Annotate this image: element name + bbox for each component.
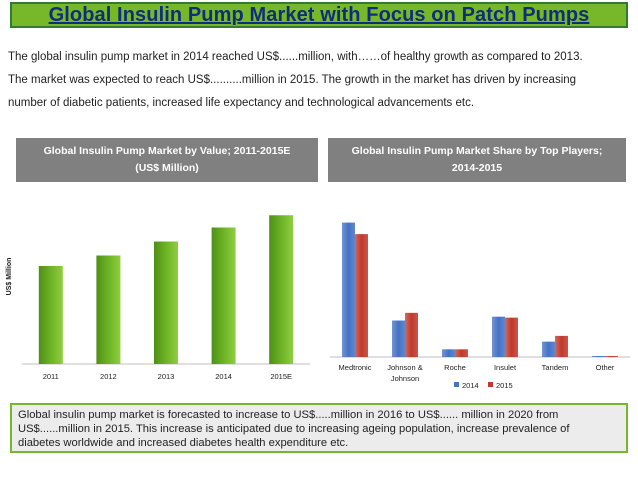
legend-swatch-2015 [488,382,493,387]
value-chart-title-line-2: (US$ Million) [135,162,199,174]
value-bar-2014 [211,227,236,364]
intro-line-1: The global insulin pump market in 2014 r… [8,51,583,63]
share-bar-chart: Medtronic Johnson & Johnson Roche Insulet Tan… [330,222,630,390]
share-bar-johnson-johnson-2014 [392,320,405,357]
share-tick-label-insulet: Insulet [494,363,517,372]
value-tick-label-2014: 2014 [215,372,232,381]
share-chart-title-line-2: 2014-2015 [451,162,503,174]
share-bar-tandem-2015 [555,335,568,357]
legend-swatch-2014 [454,382,459,387]
legend-label-2014: 2014 [462,381,479,390]
share-tick-label-johnson-johnson: Johnson & Johnson [387,363,422,383]
summary-box: Global insulin pump market is forecasted… [10,403,628,453]
summary-line-2: US$......million in 2015. This increase … [18,423,570,435]
value-tick-label-2013: 2013 [158,372,175,381]
share-bar-insulet-2014 [492,316,505,357]
value-bar-chart: US$ Million 2011 2012 2013 2014 2015E [6,215,310,381]
value-tick-label-2011: 2011 [43,372,59,381]
share-bar-tandem-2014 [542,341,555,357]
summary-line-1: Global insulin pump market is forecasted… [18,409,559,421]
intro-text: The global insulin pump market in 2014 r… [8,46,630,115]
share-bar-insulet-2015 [505,317,518,357]
value-bar-2013 [154,241,178,364]
title-bar: Global Insulin Pump Market with Focus on… [10,2,628,28]
share-bar-roche-2015 [455,349,468,357]
share-bar-johnson-johnson-2015 [405,312,418,357]
share-tick-label-tandem: Tandem [542,363,569,372]
share-bar-other-2015 [605,356,618,357]
value-tick-label-2015e: 2015E [270,372,292,381]
value-chart-y-axis-label: US$ Million [6,258,13,296]
value-bar-2015e [269,215,294,364]
value-tick-label-2012: 2012 [100,372,117,381]
share-chart-title-line-1: Global Insulin Pump Market Share by Top … [351,145,603,157]
share-chart-header: Global Insulin Pump Market Share by Top … [328,138,626,182]
value-chart-header: Global Insulin Pump Market by Value; 201… [16,138,318,182]
share-bar-medtronic-2015 [355,234,368,357]
legend-label-2015: 2015 [496,381,513,390]
share-tick-label-roche: Roche [444,363,466,372]
intro-line-3: number of diabetic patients, increased l… [8,97,475,109]
share-tick-label-medtronic: Medtronic [339,363,372,372]
intro-line-2: The market was expected to reach US$....… [8,74,577,86]
page-title: Global Insulin Pump Market with Focus on… [48,3,590,26]
value-bar-2011 [38,266,63,364]
value-chart-title-line-1: Global Insulin Pump Market by Value; 201… [43,145,291,157]
summary-line-3: diabetes worldwide and increased diabete… [18,437,349,449]
share-bar-medtronic-2014 [342,222,355,357]
share-tick-label-other: Other [596,363,615,372]
share-bar-roche-2014 [442,349,455,357]
value-bar-2012 [96,255,121,364]
share-bar-other-2014 [592,356,605,357]
